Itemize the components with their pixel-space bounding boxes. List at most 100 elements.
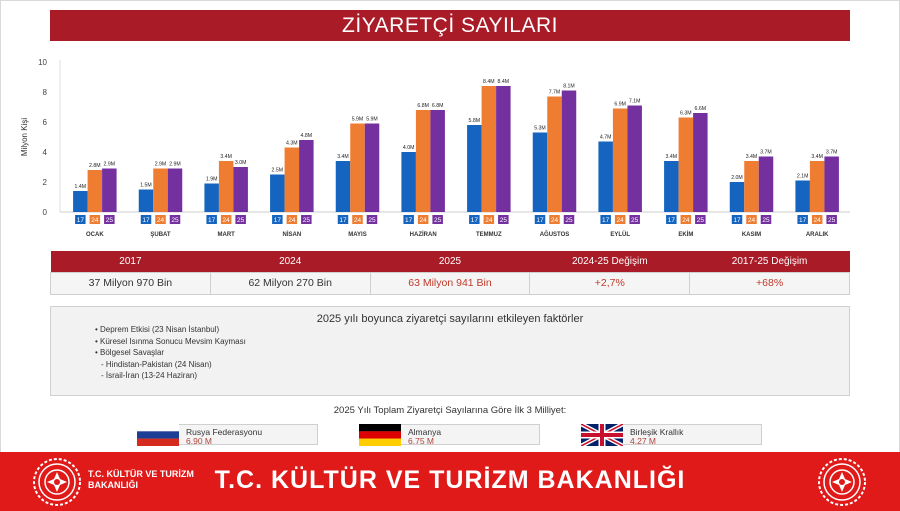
country-name: Rusya Federasyonu	[186, 427, 263, 437]
stats-value-row: 37 Milyon 970 Bin 62 Milyon 270 Bin 63 M…	[50, 271, 850, 295]
series-badge	[89, 215, 101, 224]
bar	[809, 161, 825, 212]
bar-value-label: 2.0M	[731, 175, 743, 181]
series-badge	[140, 215, 152, 224]
country-card-uk: Birleşik Krallık 4.27 M	[581, 424, 762, 446]
series-badge	[614, 215, 626, 224]
stats-value: +68%	[689, 271, 850, 295]
bar	[532, 132, 548, 212]
series-badge	[366, 215, 378, 224]
series-badge	[498, 215, 509, 224]
y-axis-label: Milyon Kişi	[20, 118, 29, 156]
x-tick-label: EYLÜL	[610, 231, 630, 238]
bar	[138, 189, 154, 212]
series-badge-label: 25	[303, 217, 311, 224]
stats-table: 2017 2024 2025 2024-25 Değişim 2017-25 D…	[50, 251, 850, 295]
series-badge-label: 24	[223, 217, 231, 224]
series-badge	[104, 215, 115, 224]
x-tick-label: ARALIK	[806, 232, 829, 238]
series-badge	[417, 215, 429, 224]
series-badge	[600, 215, 611, 224]
country-card-germany: Almanya 6.75 M	[359, 424, 540, 446]
series-badge-label: 25	[434, 217, 442, 224]
bar-value-label: 8.4M	[498, 79, 510, 85]
bar	[598, 141, 613, 212]
bar	[693, 113, 708, 212]
bar-value-label: 3.0M	[235, 160, 247, 166]
series-badge-label: 17	[405, 217, 413, 224]
stats-header: 2024-25 Değişim	[529, 251, 690, 272]
y-tick-label: 10	[38, 58, 47, 67]
bar	[87, 170, 103, 212]
bar-value-label: 4.7M	[600, 135, 612, 141]
series-badge-label: 25	[500, 217, 508, 224]
bar-value-label: 2.8M	[89, 163, 101, 169]
stats-header: 2017	[50, 251, 211, 272]
bar	[350, 123, 365, 212]
series-badge-label: 24	[288, 217, 296, 224]
bar-value-label: 2.5M	[272, 168, 284, 174]
bar	[335, 161, 351, 212]
bar	[729, 182, 745, 212]
series-badge-label: 25	[631, 217, 639, 224]
bar-value-label: 6.8M	[432, 103, 444, 109]
factors-title: 2025 yılı boyunca ziyaretçi sayılarını e…	[316, 313, 584, 325]
series-badge	[155, 215, 166, 224]
factor-item: • Deprem Etkisi (23 Nisan İstanbul)	[95, 325, 220, 334]
y-tick-label: 0	[43, 208, 48, 217]
bar	[758, 156, 774, 212]
x-tick-label: EKİM	[678, 231, 693, 238]
series-badge-label: 17	[668, 217, 676, 224]
series-badge-label: 17	[274, 217, 282, 224]
series-badge-label: 24	[551, 217, 559, 224]
ministry-footer: T.C. KÜLTÜR VE TURİZM BAKANLIĞI T.C. KÜL…	[0, 452, 900, 511]
bar	[744, 161, 759, 212]
bar	[233, 167, 248, 212]
bar-value-label: 2.1M	[797, 174, 809, 180]
x-tick-label: ŞUBAT	[150, 232, 171, 238]
stats-header: 2017-25 Değişim	[689, 251, 850, 272]
series-badge	[432, 215, 443, 224]
factor-subitem: - İsrail-İran (13-24 Haziran)	[101, 371, 198, 380]
series-badge-label: 17	[339, 217, 347, 224]
bar	[299, 140, 314, 212]
x-tick-label: MAYIS	[348, 232, 366, 238]
series-badge-label: 24	[748, 217, 756, 224]
factors-list: • Deprem Etkisi (23 Nisan İstanbul) • Kü…	[95, 324, 246, 382]
series-badge	[483, 215, 495, 224]
country-value: 6.75 M	[408, 436, 434, 446]
bar	[627, 105, 642, 212]
series-badge-label: 25	[237, 217, 245, 224]
x-tick-label: OCAK	[86, 232, 104, 238]
bar-value-label: 1.4M	[75, 184, 87, 190]
bar-value-label: 7.1M	[629, 99, 641, 105]
series-badge-label: 17	[536, 217, 544, 224]
stats-value: 63 Milyon 941 Bin	[369, 271, 531, 295]
bar	[167, 168, 183, 212]
series-badge-label: 25	[828, 217, 836, 224]
series-badge-label: 25	[697, 217, 705, 224]
series-badge	[75, 215, 86, 224]
bar-value-label: 3.7M	[826, 150, 838, 156]
bar	[415, 110, 431, 212]
series-badge	[549, 215, 560, 224]
bar	[430, 110, 445, 212]
bar-value-label: 6.8M	[417, 103, 429, 109]
series-badge	[337, 215, 349, 224]
series-badge	[760, 215, 772, 224]
series-badge-label: 24	[420, 217, 428, 224]
series-badge	[272, 215, 283, 224]
series-badge-label: 24	[91, 217, 99, 224]
bar	[496, 86, 511, 212]
country-card-russia: Rusya Federasyonu 6.90 M	[137, 424, 318, 446]
series-badge-label: 17	[602, 217, 610, 224]
country-value: 6.90 M	[186, 436, 212, 446]
bar-value-label: 6.6M	[695, 106, 707, 112]
bar	[284, 147, 300, 212]
y-tick-label: 8	[43, 88, 48, 97]
series-badge	[220, 215, 232, 224]
bar-value-label: 6.9M	[614, 102, 626, 108]
bar	[467, 125, 482, 212]
series-badge	[469, 215, 480, 224]
